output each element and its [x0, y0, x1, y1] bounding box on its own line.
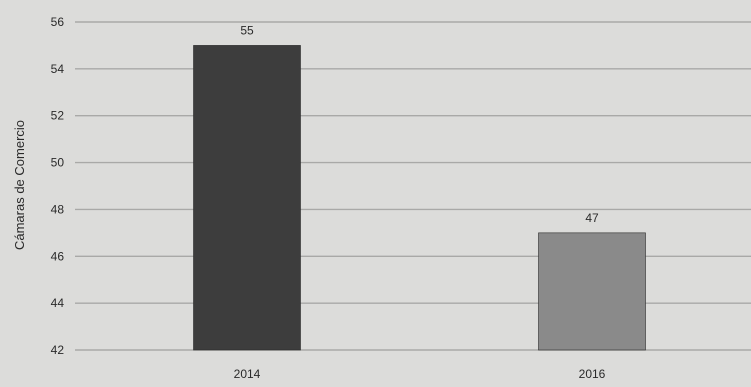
y-tick-label: 50 — [51, 156, 65, 170]
y-axis-title: Cámaras de Comercio — [12, 120, 27, 250]
data-labels: 55 47 — [240, 23, 599, 224]
y-axis-tick-labels: 42 44 46 48 50 52 54 56 — [51, 15, 65, 357]
data-label-2014: 55 — [240, 23, 254, 37]
y-tick-label: 44 — [51, 296, 65, 310]
gridlines — [75, 21, 751, 351]
y-tick-label: 52 — [51, 109, 65, 123]
x-tick-label-2016: 2016 — [579, 367, 606, 381]
x-tick-label-2014: 2014 — [234, 367, 261, 381]
y-tick-label: 56 — [51, 15, 65, 29]
data-label-2016: 47 — [585, 211, 599, 225]
bar-2014 — [193, 45, 301, 351]
bar-2016 — [538, 232, 646, 351]
y-tick-label: 54 — [51, 62, 65, 76]
y-tick-label: 46 — [51, 249, 65, 263]
bars — [193, 45, 646, 351]
y-tick-label: 42 — [51, 343, 65, 357]
y-tick-label: 48 — [51, 202, 65, 216]
x-axis-tick-labels: 2014 2016 — [234, 367, 606, 381]
